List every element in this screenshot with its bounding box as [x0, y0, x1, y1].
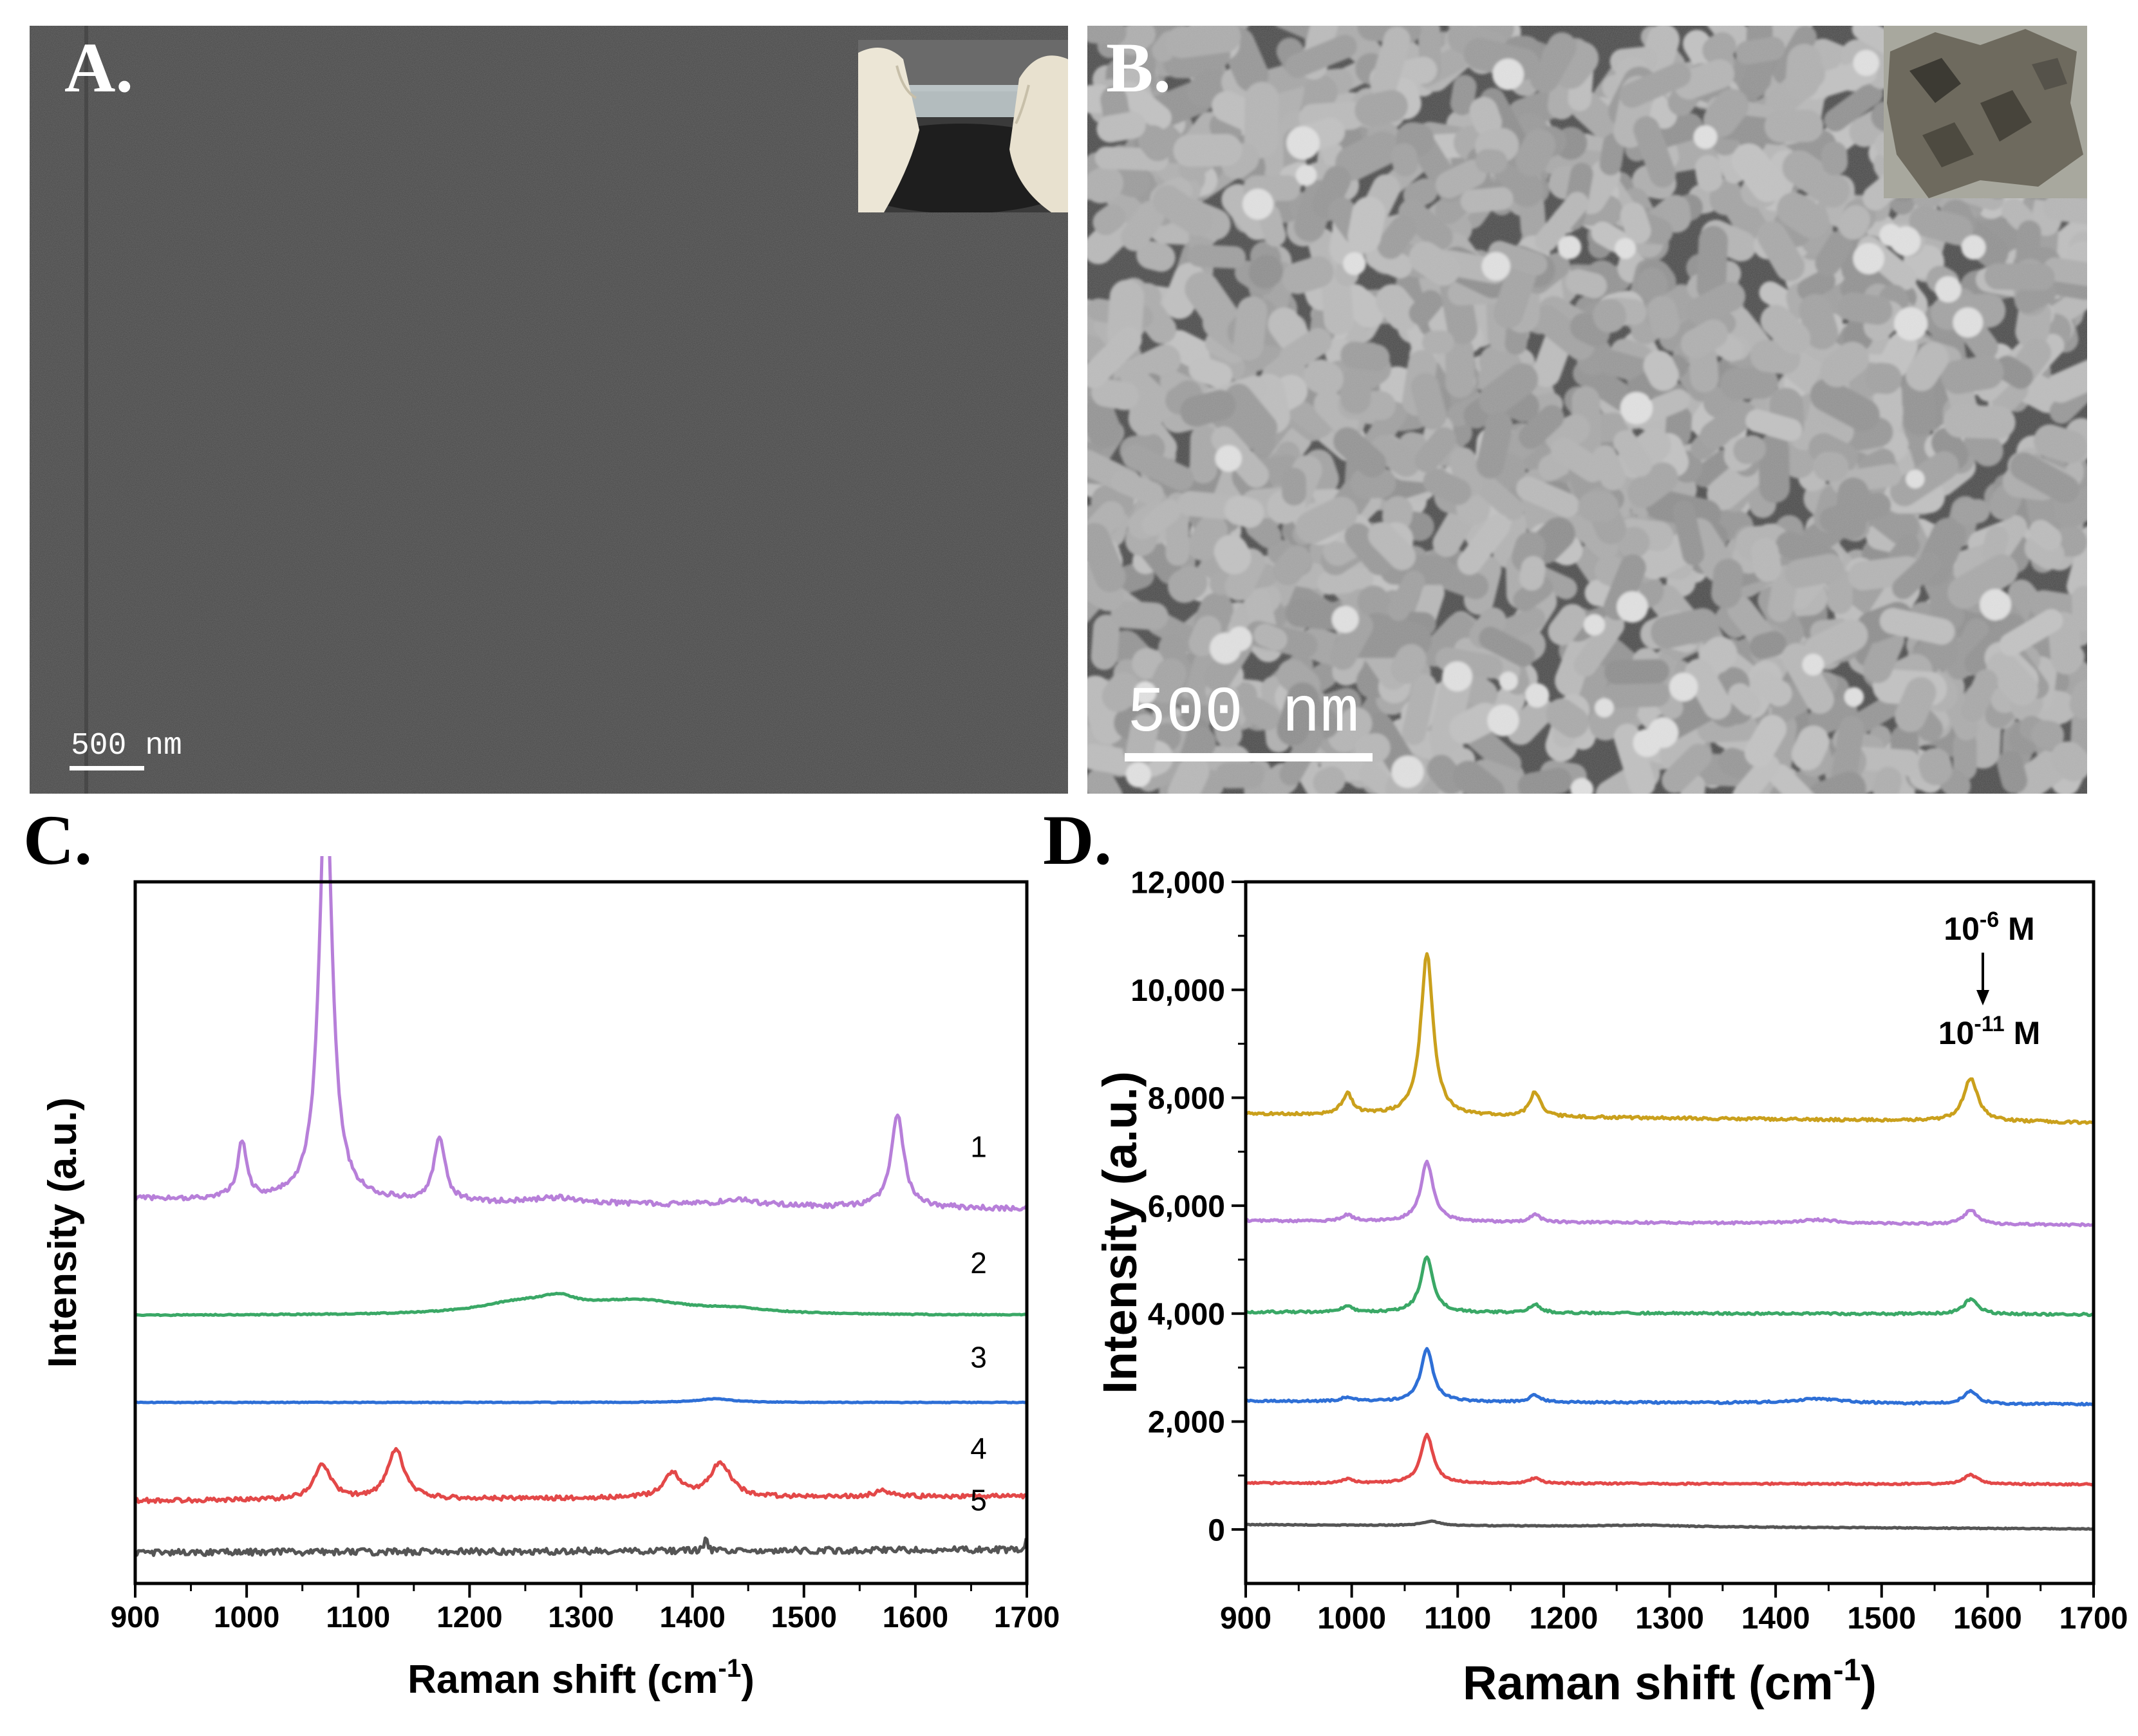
x-tick-label-900: 900 [1220, 1601, 1271, 1636]
series-label-4: 4 [970, 1432, 987, 1465]
x-tick-label-1000: 1000 [1317, 1601, 1386, 1636]
x-tick-label-1200: 1200 [1529, 1601, 1598, 1636]
scale-bar-b [1125, 753, 1373, 761]
series-line-5 [1245, 1432, 2094, 1487]
x-axis-label: Raman shift (cm-1) [408, 1654, 755, 1702]
x-tick-label-1000: 1000 [214, 1600, 279, 1634]
glove-photo-inset [858, 40, 1068, 212]
y-tick-label-8000: 8,000 [1148, 1082, 1225, 1116]
series-line-1 [133, 856, 1027, 1212]
x-tick-label-1400: 1400 [659, 1600, 725, 1634]
x-tick-label-1600: 1600 [1953, 1601, 2022, 1636]
y-axis-label: Intensity (a.u.) [41, 1097, 85, 1368]
x-tick-label-1400: 1400 [1741, 1601, 1810, 1636]
x-axis-label: Raman shift (cm-1) [1463, 1652, 1877, 1710]
scale-bar-label-b: 500 nm [1127, 678, 1360, 751]
x-tick-label-1500: 1500 [1847, 1601, 1916, 1636]
sem-image-b: 500 nm [1087, 26, 2087, 794]
chart-c: 900 1000 1100 1200 1300 1400 1500 1600 1700 Raman… [41, 856, 1060, 1702]
y-tick-label-0: 0 [1208, 1513, 1225, 1547]
series-line-4 [133, 1447, 1027, 1504]
film-photo-inset [1884, 26, 2087, 198]
y-tick-label-10000: 10,000 [1130, 974, 1225, 1008]
x-tick-label-1600: 1600 [883, 1600, 948, 1634]
plot-frame [133, 880, 1029, 1585]
series-label-5: 5 [970, 1484, 987, 1517]
series-label-3: 3 [970, 1340, 987, 1374]
series-line-3 [1244, 1255, 2094, 1318]
concentration-low-label: 10-11 M [1938, 1012, 2040, 1051]
y-tick-label-2000: 2,000 [1148, 1406, 1225, 1440]
x-tick-label-1700: 1700 [2059, 1601, 2128, 1636]
series-line-6 [1245, 1519, 2094, 1531]
series-line-4 [1245, 1347, 2094, 1407]
y-tick-label-6000: 6,000 [1148, 1190, 1225, 1224]
y-tick-label-4000: 4,000 [1148, 1298, 1225, 1332]
series-label-1: 1 [970, 1130, 987, 1163]
sem-image-a: 500 nm [30, 26, 1068, 794]
series-line-1 [1244, 952, 2094, 1125]
series-line-5 [135, 1536, 1028, 1558]
scale-bar-label-a: 500 nm [71, 729, 182, 763]
x-tick-label-1700: 1700 [994, 1600, 1060, 1634]
series-line-2 [1245, 1159, 2094, 1227]
x-tick-label-1300: 1300 [1635, 1601, 1704, 1636]
x-tick-label-1300: 1300 [548, 1600, 614, 1634]
panel-label-d: D. [1043, 801, 1112, 879]
y-axis-label: Intensity (a.u.) [1093, 1071, 1147, 1394]
series-line-3 [135, 1397, 1027, 1405]
series-label-2: 2 [970, 1246, 987, 1280]
series-line-2 [134, 1291, 1027, 1318]
y-tick-label-12000: 12,000 [1130, 866, 1225, 900]
x-tick-label-1100: 1100 [326, 1600, 390, 1634]
panel-label-b: B. [1106, 28, 1171, 107]
scale-bar-a [70, 766, 144, 770]
x-tick-label-1100: 1100 [1424, 1601, 1491, 1636]
chart-d: 900 1000 1100 1200 1300 1400 1500 1600 1700 0 2,00… [1093, 866, 2128, 1710]
x-tick-label-900: 900 [111, 1600, 160, 1634]
concentration-arrow-head [1976, 990, 1989, 1005]
panel-label-a: A. [64, 28, 133, 107]
concentration-high-label: 10-6 M [1944, 908, 2034, 947]
x-tick-label-1200: 1200 [436, 1600, 502, 1634]
panel-label-c: C. [23, 801, 92, 879]
x-tick-label-1500: 1500 [771, 1600, 837, 1634]
